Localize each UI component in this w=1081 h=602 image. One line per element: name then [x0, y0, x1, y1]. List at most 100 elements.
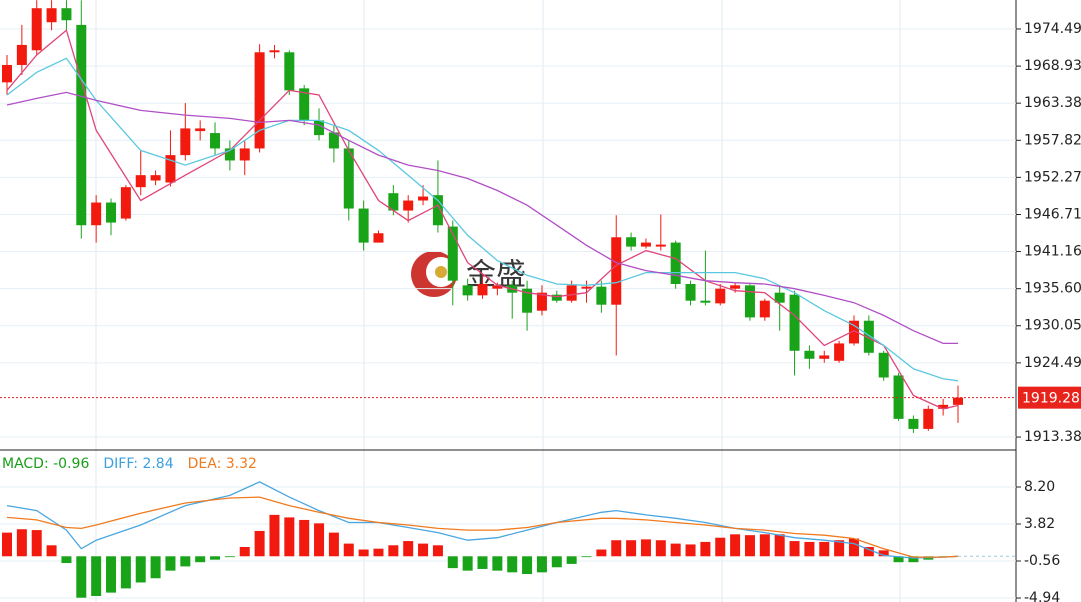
macd-bar: [477, 556, 488, 569]
candle-body: [16, 44, 27, 65]
macd-bar: [893, 556, 904, 563]
candle-body: [878, 352, 889, 378]
candle-body: [447, 226, 458, 281]
candle-body: [685, 283, 696, 301]
y-tick-label: 1952.27: [1024, 169, 1081, 185]
macd-bar: [551, 556, 562, 568]
candle-body: [31, 8, 42, 51]
macd-bar: [774, 534, 785, 557]
candle-body: [655, 244, 666, 247]
macd-bar: [863, 546, 874, 557]
candle-body: [106, 202, 117, 223]
last-price-tag: [1018, 386, 1081, 409]
y-tick-label: 1930.05: [1024, 318, 1081, 334]
candle-body: [611, 237, 622, 305]
candle-body: [165, 155, 176, 183]
candle-body: [819, 355, 830, 359]
macd-bar: [492, 556, 503, 571]
candle-body: [373, 233, 384, 243]
candle-body: [789, 294, 800, 351]
y-tick-label: 1974.49: [1024, 21, 1081, 37]
y-tick-label: 1924.49: [1024, 355, 1081, 371]
macd-bar: [819, 541, 830, 557]
macd-bar: [299, 519, 310, 557]
candle-body: [566, 285, 577, 301]
macd-bar: [31, 530, 42, 557]
y-tick-label: 1963.38: [1024, 95, 1081, 111]
candle-body: [299, 88, 310, 121]
candle-body: [640, 242, 651, 247]
macd-bar: [626, 540, 637, 557]
y-tick-label: 8.20: [1024, 479, 1055, 495]
candle-body: [759, 300, 770, 318]
candle-body: [938, 404, 949, 409]
macd-bar: [180, 556, 191, 567]
candle-body: [551, 294, 562, 301]
line-series: [6, 481, 959, 559]
candle-body: [492, 285, 503, 289]
y-tick-label: 1968.93: [1024, 58, 1081, 74]
candle-body: [135, 175, 146, 188]
candle-body: [730, 285, 741, 289]
candle-body: [284, 52, 295, 91]
macd-bar: [447, 556, 458, 569]
macd-bar: [834, 540, 845, 557]
macd-bar: [61, 556, 72, 564]
y-tick-label: 1957.82: [1024, 132, 1081, 148]
candle-body: [522, 288, 533, 313]
macd-bar: [239, 546, 250, 557]
candle-body: [239, 148, 250, 161]
candle-body: [804, 350, 815, 359]
candle-body: [120, 187, 131, 219]
macd-bar: [46, 545, 57, 557]
candle-body: [596, 286, 607, 305]
candle-body: [715, 288, 726, 304]
macd-bar: [655, 540, 666, 557]
macd-bar: [2, 532, 12, 557]
candle-body: [314, 120, 325, 136]
candle-body: [670, 242, 681, 284]
candle-body: [224, 148, 235, 161]
candle-body: [953, 397, 963, 405]
macd-bar: [328, 532, 339, 557]
candle-body: [328, 132, 339, 149]
candle-body: [2, 64, 12, 83]
macd-bar: [536, 556, 547, 573]
macd-bar: [432, 545, 443, 557]
candle-body: [774, 292, 785, 303]
macd-bar: [744, 535, 755, 557]
macd-bar: [16, 529, 27, 557]
candle-body: [46, 8, 57, 23]
macd-bar: [254, 530, 265, 557]
macd-bar: [670, 543, 681, 557]
line-series: [6, 57, 959, 382]
macd-bar: [373, 548, 384, 557]
macd-bar: [314, 523, 325, 557]
candle-body: [893, 375, 904, 419]
candle-body: [180, 128, 191, 156]
macd-bar: [715, 537, 726, 557]
macd-bar: [76, 556, 87, 598]
indicator-label: MACD: -0.96: [2, 456, 89, 472]
macd-bar: [522, 556, 533, 575]
line-series: [6, 29, 959, 410]
macd-bar: [210, 556, 221, 560]
macd-bar: [804, 541, 815, 557]
last-price-label: 1919.28: [1022, 391, 1080, 407]
macd-bar: [878, 550, 889, 557]
candle-body: [834, 343, 845, 361]
candle-body: [744, 285, 755, 318]
candle-body: [388, 193, 399, 211]
indicator-label: DEA: 3.32: [188, 456, 257, 472]
candle-body: [150, 175, 161, 181]
indicator-label: DIFF: 2.84: [103, 456, 173, 472]
macd-bar: [150, 556, 161, 579]
macd-bar: [462, 556, 473, 571]
macd-bar: [685, 544, 696, 557]
y-tick-label: 1913.38: [1024, 429, 1081, 445]
macd-bar: [789, 541, 800, 557]
macd-bar: [581, 556, 592, 558]
macd-bar: [418, 543, 429, 557]
candle-body: [536, 292, 547, 311]
